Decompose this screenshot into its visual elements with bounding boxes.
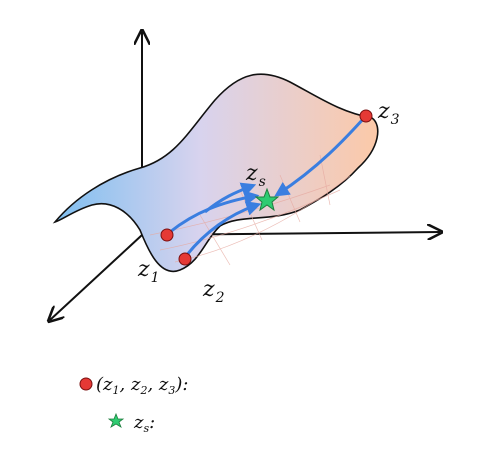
z-axis: [50, 234, 143, 320]
legend-dot-marker: [79, 377, 93, 391]
legend: (z1, z2, z3): zs:: [79, 374, 188, 435]
manifold-surface: [52, 73, 379, 273]
label-zs: zs: [245, 161, 266, 190]
point-z3: [359, 109, 373, 123]
point-z2: [178, 252, 192, 266]
path-z3-to-zs: [274, 116, 366, 197]
label-z1: z1: [137, 257, 160, 286]
path-z2-to-zs: [184, 201, 262, 257]
path-branch: [204, 182, 257, 214]
point-zs-star: [254, 187, 280, 212]
point-z1: [160, 228, 174, 242]
label-z2: z2: [202, 277, 225, 306]
legend-star-text: zs:: [133, 412, 155, 435]
label-z3: z3: [377, 99, 400, 128]
legend-star-marker: [107, 412, 125, 428]
legend-dots-text: (z1, z2, z3):: [96, 374, 188, 397]
